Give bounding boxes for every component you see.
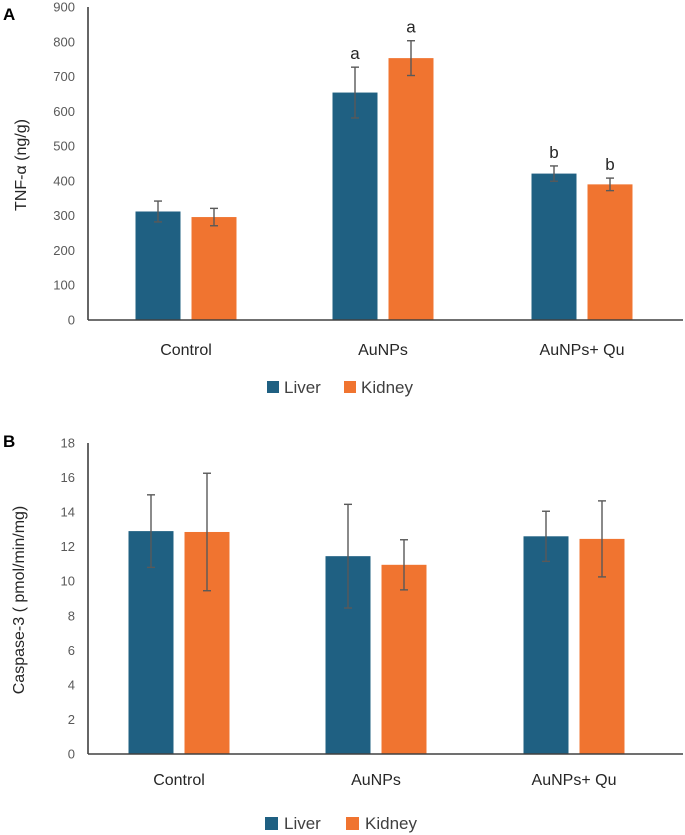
bar-liver-1	[135, 211, 181, 320]
legend-swatch-liver-b	[265, 817, 278, 830]
y-ticks-b: 0 2 4 6 8 10 12 14 16 18	[61, 436, 75, 762]
y-tick-label: 300	[53, 208, 75, 223]
legend-label-kidney-a: Kidney	[361, 378, 413, 397]
legend-a: Liver Kidney	[267, 378, 413, 397]
y-ticks-a: 0 100 200 300 400 500 600 700 800 900	[53, 0, 75, 328]
significance-label: a	[406, 18, 416, 37]
x-tick-label: Control	[160, 342, 212, 359]
bar-kidney-2	[388, 58, 434, 321]
x-ticks-a: Control AuNPs AuNPs+ Qu	[160, 342, 624, 359]
y-tick-label: 200	[53, 243, 75, 258]
error-bar-kidney-2	[407, 40, 415, 77]
bar-liver-3	[531, 173, 577, 320]
y-tick-label: 100	[53, 278, 75, 293]
error-bar-kidney-1	[210, 207, 218, 227]
panel-b: B Caspase-3 ( pmol/min/mg) 0 2 4 6 8 10 12 14 16…	[3, 432, 683, 833]
y-tick-label: 700	[53, 69, 75, 84]
bars-b	[128, 531, 625, 754]
legend-label-liver-b: Liver	[284, 814, 321, 833]
panel-label-b: B	[3, 432, 15, 451]
legend-swatch-liver-a	[267, 381, 279, 393]
x-tick-label: AuNPs	[358, 342, 408, 359]
bars-a	[135, 58, 633, 321]
error-bar-kidney-2	[400, 539, 408, 591]
y-tick-label: 10	[61, 574, 75, 589]
significance-labels-a: a a b b	[350, 18, 614, 174]
error-bar-kidney-3	[606, 177, 614, 192]
bar-kidney-1	[191, 217, 237, 320]
panel-label-a: A	[3, 5, 15, 24]
y-tick-label: 12	[61, 539, 75, 554]
y-tick-label: 900	[53, 0, 75, 15]
y-tick-label: 400	[53, 173, 75, 188]
significance-label: a	[350, 44, 360, 63]
significance-label: b	[549, 143, 558, 162]
error-bar-liver-3	[550, 165, 558, 182]
error-bar-liver-1	[154, 200, 162, 223]
bar-liver-3	[523, 536, 569, 754]
y-tick-label: 2	[68, 712, 75, 727]
x-tick-label: Control	[153, 772, 205, 789]
y-tick-label: 0	[68, 747, 75, 762]
legend-swatch-kidney-b	[346, 817, 359, 830]
error-bar-kidney-3	[598, 500, 606, 578]
error-bar-liver-3	[542, 510, 550, 563]
x-ticks-b: Control AuNPs AuNPs+ Qu	[153, 772, 616, 789]
bar-kidney-3	[587, 184, 633, 320]
y-tick-label: 600	[53, 104, 75, 119]
error-bar-liver-1	[147, 494, 155, 569]
y-axis-label-a: TNF-α (ng/g)	[13, 119, 30, 211]
bar-liver-1	[128, 531, 174, 754]
y-tick-label: 800	[53, 34, 75, 49]
x-tick-label: AuNPs	[351, 772, 401, 789]
legend-swatch-kidney-a	[344, 381, 356, 393]
bar-kidney-2	[381, 564, 427, 754]
y-tick-label: 18	[61, 436, 75, 451]
bar-liver-2	[332, 92, 378, 320]
y-tick-label: 4	[68, 677, 75, 692]
y-tick-label: 6	[68, 643, 75, 658]
y-tick-label: 0	[68, 313, 75, 328]
significance-label: b	[605, 155, 614, 174]
error-bar-liver-2	[344, 503, 352, 609]
x-tick-label: AuNPs+ Qu	[540, 342, 625, 359]
error-bar-liver-2	[351, 66, 359, 119]
x-tick-label: AuNPs+ Qu	[532, 772, 617, 789]
y-tick-label: 500	[53, 139, 75, 154]
panel-a: A TNF-α (ng/g) 0 100 200 300 400 500 600 700 800…	[3, 0, 683, 397]
y-axis-label-b: Caspase-3 ( pmol/min/mg)	[11, 506, 28, 695]
legend-b: Liver Kidney	[265, 814, 417, 833]
error-bar-kidney-1	[203, 472, 211, 592]
legend-label-kidney-b: Kidney	[365, 814, 417, 833]
legend-label-liver-a: Liver	[284, 378, 321, 397]
y-tick-label: 16	[61, 470, 75, 485]
y-tick-label: 8	[68, 608, 75, 623]
y-tick-label: 14	[61, 505, 75, 520]
